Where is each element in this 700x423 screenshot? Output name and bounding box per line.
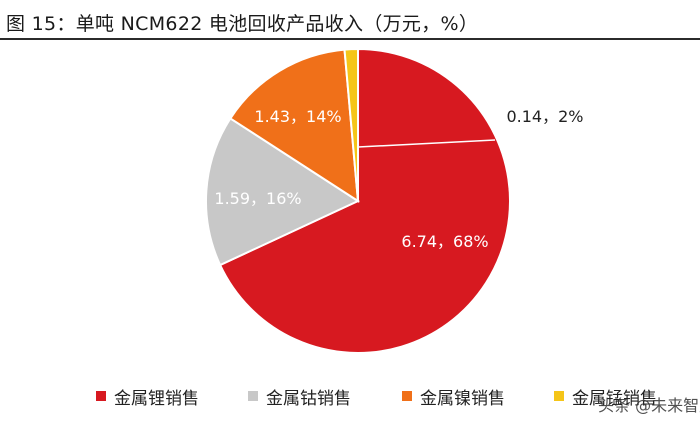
data-label-manganese: 0.14，2%	[506, 107, 583, 126]
legend-label-cobalt: 金属钴销售	[266, 388, 351, 409]
legend-swatch-manganese	[554, 391, 564, 401]
title-bar: 图 15：单吨 NCM622 电池回收产品收入（万元，%）	[0, 0, 700, 40]
legend-item-manganese: 金属锰销售	[554, 384, 657, 409]
legend: 金属锂销售 金属钴销售 金属镍销售 金属锰销售	[96, 384, 696, 409]
legend-item-cobalt: 金属钴销售	[248, 384, 351, 409]
pie-slice-cobalt	[205, 117, 361, 267]
legend-swatch-cobalt	[248, 391, 258, 401]
legend-label-manganese: 金属锰销售	[572, 388, 657, 409]
legend-label-nickel: 金属镍销售	[420, 388, 505, 409]
chart-title: 图 15：单吨 NCM622 电池回收产品收入（万元，%）	[6, 13, 479, 35]
data-label-nickel: 1.43，14%	[254, 107, 341, 126]
pie-slice-lithium	[218, 47, 511, 354]
watermark: 头条 @未来智库	[598, 396, 700, 415]
data-label-lithium: 6.74，68%	[401, 232, 488, 251]
pie-slice-manganese	[343, 47, 359, 202]
pie-chart: 6.74，68% 1.59，16% 1.43，14% 0.14，2%	[205, 47, 584, 354]
legend-item-nickel: 金属镍销售	[402, 384, 505, 409]
pie-slice-nickel	[229, 48, 360, 203]
pie-labels: 6.74，68% 1.59，16% 1.43，14% 0.14，2%	[214, 107, 583, 251]
data-label-cobalt: 1.59，16%	[214, 189, 301, 208]
pie-slices	[205, 47, 511, 354]
legend-label-lithium: 金属锂销售	[114, 388, 199, 409]
legend-swatch-lithium	[96, 391, 106, 401]
leader-line-manganese	[357, 139, 496, 148]
legend-swatch-nickel	[402, 391, 412, 401]
legend-item-lithium: 金属锂销售	[96, 384, 199, 409]
